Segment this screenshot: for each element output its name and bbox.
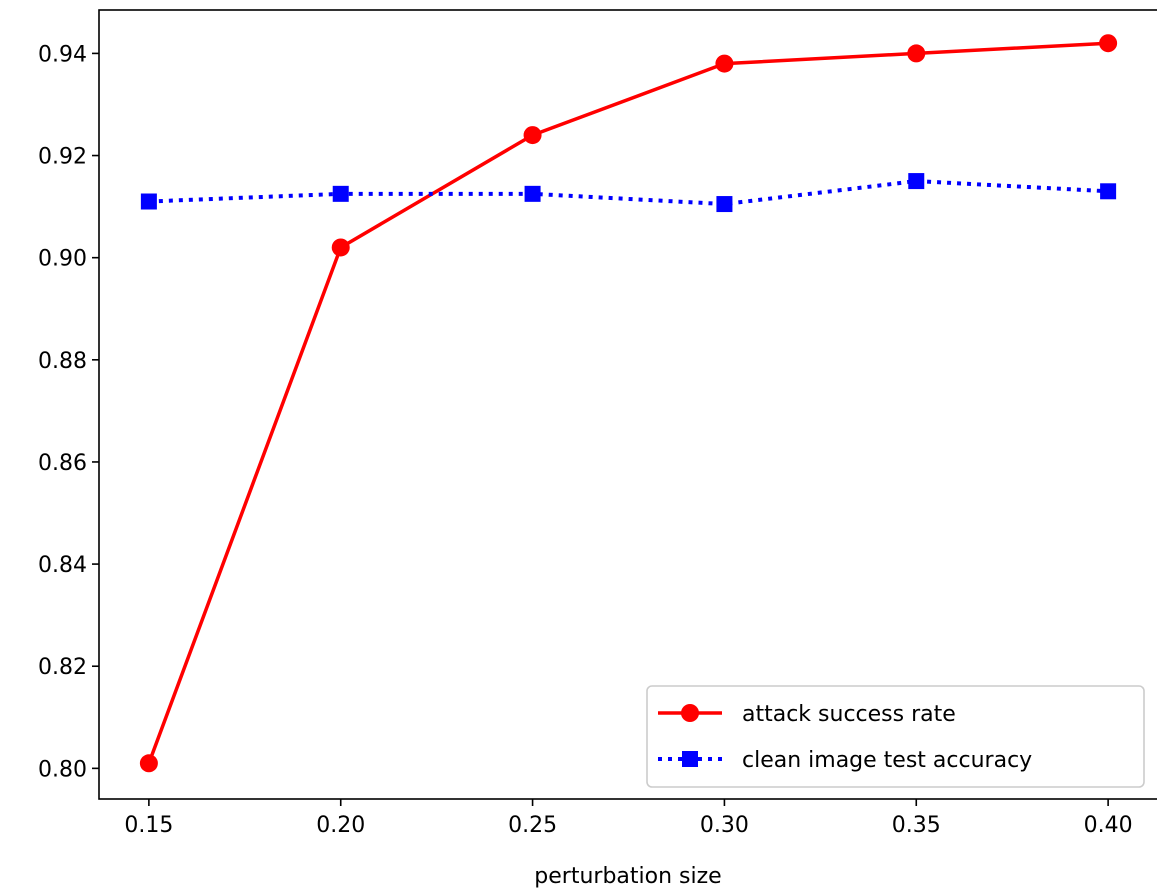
y-tick-label: 0.86	[38, 451, 87, 476]
legend-label-attack-success-rate: attack success rate	[742, 702, 956, 727]
data-point-attack-success-rate	[1099, 34, 1118, 53]
data-point-attack-success-rate	[139, 754, 158, 773]
x-axis-label: perturbation size	[534, 864, 721, 889]
legend-marker-square	[682, 751, 698, 767]
x-tick-label: 0.25	[508, 813, 557, 838]
plot-frame	[98, 9, 1157, 800]
data-point-clean-image-test-accuracy	[524, 185, 541, 202]
data-point-clean-image-test-accuracy	[908, 173, 925, 190]
y-tick-label: 0.80	[38, 757, 87, 782]
y-tick-label: 0.94	[38, 42, 87, 67]
y-tick-label: 0.92	[38, 145, 87, 170]
y-tick-label: 0.88	[38, 349, 87, 374]
y-tick-label: 0.84	[38, 553, 87, 578]
legend-marker-circle	[681, 704, 699, 722]
data-point-clean-image-test-accuracy	[716, 196, 733, 213]
y-tick-label: 0.90	[38, 247, 87, 272]
x-tick-label: 0.40	[1084, 813, 1133, 838]
legend-box	[646, 685, 1145, 788]
x-tick-label: 0.30	[700, 813, 749, 838]
data-point-clean-image-test-accuracy	[332, 185, 349, 202]
data-point-clean-image-test-accuracy	[1100, 183, 1117, 200]
legend-label-clean-image-test-accuracy: clean image test accuracy	[742, 748, 1032, 773]
legend: attack success rate clean image test acc…	[646, 685, 1145, 788]
series-line-attack-success-rate	[147, 41, 1109, 764]
series-line-clean-image-test-accuracy	[148, 179, 1109, 207]
x-axis-ticks: 0.15 0.20 0.25 0.30 0.35 0.40	[124, 799, 1133, 838]
x-tick-label: 0.20	[316, 813, 365, 838]
data-point-attack-success-rate	[523, 126, 542, 145]
y-axis-ticks: 0.80 0.82 0.84 0.86 0.88 0.90 0.92 0.94	[38, 42, 99, 782]
series-layer	[139, 34, 1118, 773]
data-point-attack-success-rate	[907, 44, 926, 63]
data-point-attack-success-rate	[331, 238, 350, 257]
y-tick-label: 0.82	[38, 655, 87, 680]
data-point-attack-success-rate	[715, 54, 734, 73]
x-tick-label: 0.15	[124, 813, 173, 838]
x-tick-label: 0.35	[892, 813, 941, 838]
data-point-clean-image-test-accuracy	[140, 193, 157, 210]
